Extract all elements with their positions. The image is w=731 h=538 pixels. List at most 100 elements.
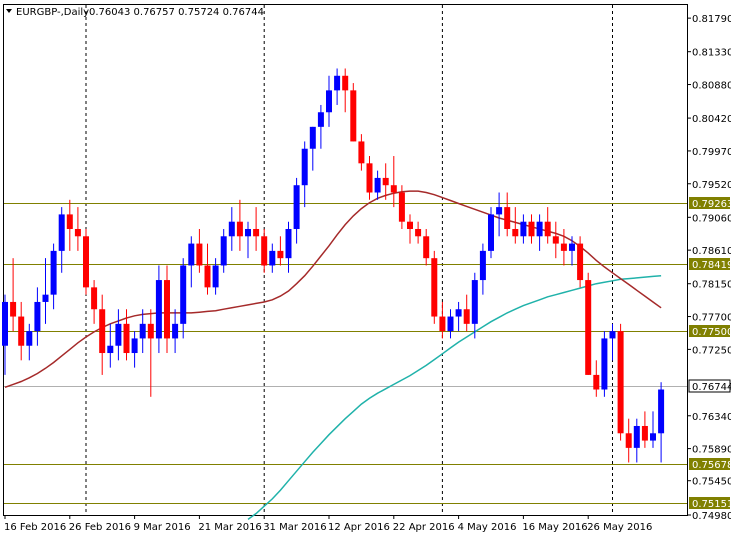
candle-body [496,207,503,215]
candle-body [439,316,446,332]
candle [334,68,341,105]
y-tick-label: 0.75450 [692,477,731,488]
candle [358,134,365,171]
candle-body [431,258,438,317]
candle-body [650,433,656,441]
y-tick-label: 0.77700 [692,313,731,324]
candle [560,228,567,266]
x-tick-label: 4 May 2016 [458,522,517,533]
price-axis: 0.81790 0.81330 0.80880 0.80420 0.79970 0.795… [687,14,731,522]
candle [107,323,114,368]
level-badge [689,325,730,337]
candle [58,207,65,273]
candle-body [74,228,81,237]
candle-body [180,265,187,324]
candle [633,418,640,463]
candle [569,236,575,266]
candle [34,287,41,346]
y-tick-label: 0.79970 [692,147,731,158]
candle-body [301,148,308,186]
level-badge-label: 0.77500 [692,327,731,338]
candle-body [423,236,430,259]
candle [139,309,146,354]
candle [398,185,405,229]
chart-header: EURGBP-,Daily 0.76043 0.76757 0.75724 0.… [6,7,264,18]
candle [601,331,608,397]
candle-body [317,112,324,127]
candle [407,214,413,244]
candle-body [131,338,138,354]
candle [585,272,592,375]
candle-body [358,141,365,164]
candle [552,221,559,259]
candle [91,280,98,324]
candle [285,221,292,273]
candle [390,156,397,208]
candle-body [34,301,41,332]
level-badge-label: 0.75678 [692,460,731,471]
candle-body [42,294,49,302]
candle-body [569,243,575,251]
moving-averages [4,190,662,521]
candle-body [26,331,33,346]
time-axis: 16 Feb 2016 26 Feb 2016 9 Mar 2016 21 Mar 2… [4,515,652,533]
candle [528,214,535,244]
candle [164,265,170,354]
candle-body [447,316,454,332]
candle-body [196,243,203,266]
candle [99,294,106,375]
candle-body [188,243,195,266]
candle [544,207,551,244]
symbol-label: EURGBP-,Daily [16,7,89,18]
candle [253,207,260,251]
moving-average-fast [4,190,662,389]
candle-body [91,287,98,310]
candle [245,221,251,259]
level-badge-label: 0.78419 [692,260,731,271]
candle-body [212,265,219,288]
candle-body [415,228,422,237]
candle-body [407,221,413,229]
candle [83,228,89,295]
candle-body [164,280,170,339]
candle-body [350,90,357,142]
candle [277,236,284,266]
candle [609,323,616,361]
candle-body [172,323,179,339]
candle [147,309,154,397]
candle [374,170,381,200]
dropdown-triangle-icon[interactable] [6,9,12,13]
candle-body [236,221,243,237]
y-tick-label: 0.74980 [692,511,731,522]
candle-body [228,221,235,237]
candle-body [66,214,73,229]
candle [650,411,656,448]
candle-body [326,90,332,113]
y-tick-label: 0.78610 [692,246,731,257]
candle [172,309,179,354]
candle-body [334,75,341,91]
candle [261,228,268,273]
candlesticks [2,68,665,463]
y-tick-label: 0.78150 [692,280,731,291]
current-price-badge [688,379,731,393]
candle-body [366,163,373,193]
ohlc-values: 0.76043 0.76757 0.75724 0.76744 [89,7,264,18]
candle-body [455,309,462,317]
candle-body [625,433,632,448]
candle-body [601,338,608,390]
candle-body [641,425,648,441]
y-tick-label: 0.79520 [692,180,731,191]
candle [220,228,227,273]
candle [326,75,332,127]
candle [317,104,324,149]
candle [488,207,494,259]
candle [479,243,486,295]
candle-body [2,301,8,346]
level-badge-label: 0.79263 [692,199,731,210]
candle [617,323,624,441]
y-tick-label: 0.81790 [692,14,731,25]
candle-body [398,192,405,222]
candle-body [155,280,162,339]
candle [625,418,632,463]
